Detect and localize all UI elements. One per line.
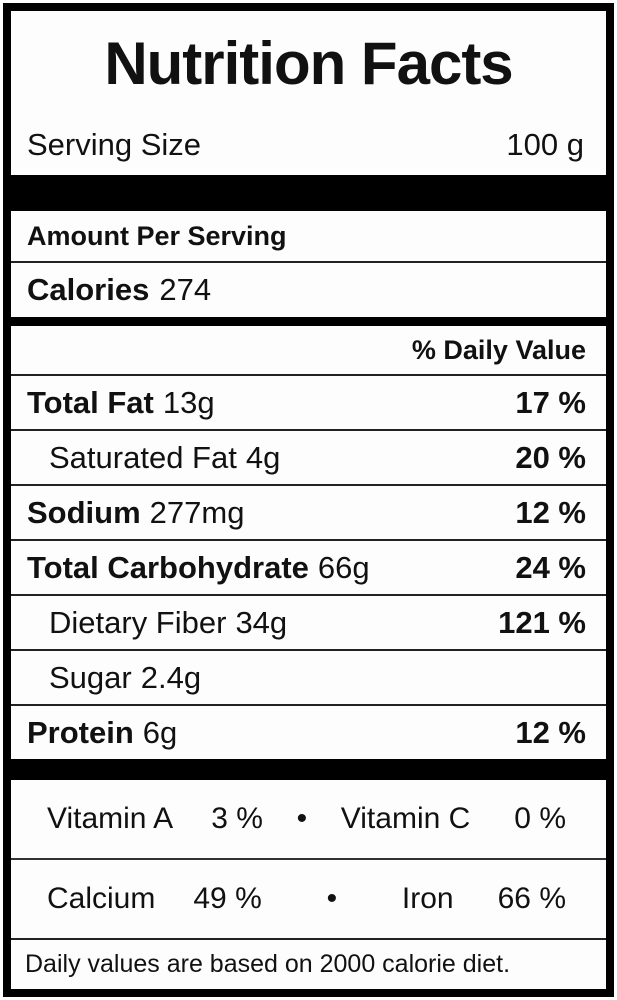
footnote-text: Daily values are based on 2000 calorie d… [25,950,511,978]
nutrient-rows: Total Fat 13g 17 % Saturated Fat 4g 20 % Sodiu… [11,374,606,759]
nutrient-daily-value: 12 % [515,494,586,530]
bullet-separator: • [326,882,338,915]
nutrient-name: Total Carbohydrate [27,549,309,585]
nutrient-daily-value: 20 % [515,439,586,475]
nutrient-daily-value: 17 % [515,384,586,420]
nutrient-name: Sugar [49,659,132,695]
nutrient-row: Total Carbohydrate 66g 24 % [11,539,606,594]
nutrient-row: Saturated Fat 4g 20 % [11,429,606,484]
nutrient-daily-value: 12 % [515,714,586,750]
nutrient-row: Dietary Fiber 34g 121 % [11,594,606,649]
nutrient-name: Sodium [27,494,141,530]
calories-row: Calories 274 [11,261,606,317]
micronutrient-row: Vitamin A 3 % • Vitamin C 0 % [11,780,606,858]
micronutrient-left-name: Calcium [47,882,156,915]
nutrient-name-amount: Dietary Fiber 34g [49,605,287,641]
micronutrient-left-value: 3 % [211,802,263,835]
nutrient-name-amount: Sugar 2.4g [49,660,201,696]
bullet-separator: • [296,802,308,835]
micronutrient-rows: Vitamin A 3 % • Vitamin C 0 % Calcium 49 % • Iro… [11,780,606,938]
micronutrient-right-name: Iron [401,882,454,915]
nutrient-row: Total Fat 13g 17 % [11,374,606,429]
micronutrient-left-value: 49 % [193,882,262,915]
serving-size-label: Serving Size [27,127,202,162]
micronutrient-right-name: Vitamin C [340,802,471,835]
nutrient-daily-value: 121 % [498,604,586,640]
micronutrient-right-value: 0 % [514,802,566,835]
separator-bar-top [11,175,606,211]
nutrient-amount: 66g [317,549,370,585]
nutrient-amount: 34g [235,604,288,640]
nutrient-name: Total Fat [27,384,154,420]
nutrient-name-amount: Total Fat 13g [27,385,215,421]
micronutrient-left-name: Vitamin A [47,802,174,835]
nutrient-amount: 277mg [149,494,245,530]
nutrient-amount: 4g [245,439,281,475]
calories-label: Calories [27,272,150,307]
micronutrient-row: Calcium 49 % • Iron 66 % [11,858,606,938]
amount-per-serving-row: Amount Per Serving [11,211,606,261]
nutrient-name-amount: Protein 6g [27,715,177,751]
nutrient-name: Saturated Fat [49,439,237,475]
nutrient-daily-value: 24 % [515,549,586,585]
serving-size-row: Serving Size 100 g [11,115,606,175]
amount-per-serving-label: Amount Per Serving [27,220,287,251]
nutrient-row: Sodium 277mg 12 % [11,484,606,539]
nutrient-name-amount: Sodium 277mg [27,495,244,531]
nutrient-amount: 13g [162,384,215,420]
footnote-row: Daily values are based on 2000 calorie d… [11,938,606,989]
serving-size-value: 100 g [506,127,584,162]
calories-value: 274 [159,272,212,307]
nutrient-name-amount: Total Carbohydrate 66g [27,550,370,586]
daily-value-header: % Daily Value [411,334,586,365]
micronutrient-right-value: 66 % [497,882,566,915]
separator-bar-medium [11,317,606,326]
separator-bar-bottom [11,759,606,780]
daily-value-header-row: % Daily Value [11,326,606,374]
nutrient-row: Protein 6g 12 % [11,704,606,759]
nutrient-amount: 2.4g [140,659,202,695]
nutrient-row: Sugar 2.4g [11,649,606,704]
nutrition-facts-label: Nutrition Facts Serving Size 100 g Amoun… [3,3,614,997]
nutrient-name: Dietary Fiber [49,604,227,640]
nutrient-name-amount: Saturated Fat 4g [49,440,280,476]
label-title: Nutrition Facts [104,29,513,97]
nutrient-amount: 6g [142,714,178,750]
nutrient-name: Protein [27,714,134,750]
